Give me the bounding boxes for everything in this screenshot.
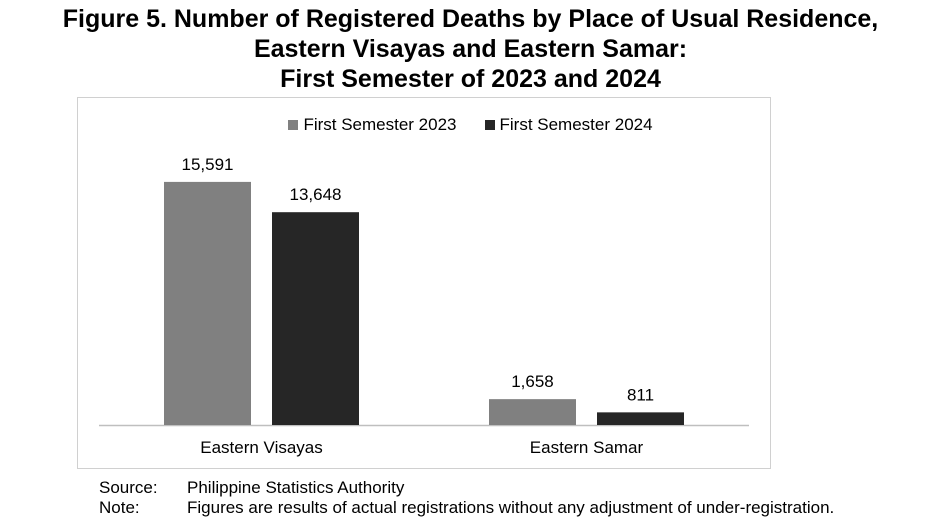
legend-label-2024: First Semester 2024	[499, 115, 653, 134]
title-line-2: Eastern Visayas and Eastern Samar:	[253, 35, 688, 63]
note-key: Note:	[99, 498, 140, 517]
legend-item-2024: First Semester 2024	[484, 115, 653, 135]
note-row: Note: Figures are results of actual regi…	[99, 498, 834, 518]
note-value: Figures are results of actual registrati…	[187, 498, 835, 517]
data-label-eastern-samar-2023: 1,658	[511, 372, 554, 391]
category-label-eastern-visayas: Eastern Visayas	[200, 438, 323, 457]
legend-label-2023: First Semester 2023	[303, 115, 457, 134]
title-line-3: First Semester of 2023 and 2024	[280, 65, 661, 93]
bar-eastern-visayas-2024	[272, 212, 359, 425]
bar-eastern-samar-2023	[489, 399, 576, 425]
data-label-eastern-visayas-2023: 15,591	[182, 155, 234, 174]
legend-swatch-2023	[288, 120, 299, 130]
category-label-eastern-samar: Eastern Samar	[530, 438, 644, 457]
bar-eastern-samar-2024	[597, 412, 684, 425]
source-key: Source:	[99, 478, 158, 497]
chart-legend: First Semester 2023 First Semester 2024	[0, 115, 941, 135]
source-row: Source: Philippine Statistics Authority	[99, 478, 834, 498]
data-label-eastern-samar-2024: 811	[627, 385, 654, 404]
bar-eastern-visayas-2023	[164, 181, 251, 425]
data-label-eastern-visayas-2024: 13,648	[290, 185, 342, 204]
legend-swatch-2024	[484, 120, 495, 130]
title-line-1: Figure 5. Number of Registered Deaths by…	[62, 5, 879, 33]
chart-footer: Source: Philippine Statistics Authority …	[99, 478, 834, 518]
source-value: Philippine Statistics Authority	[187, 478, 405, 497]
legend-item-2023: First Semester 2023	[288, 115, 457, 135]
chart-title: Figure 5. Number of Registered Deaths by…	[0, 4, 941, 94]
chart-frame	[77, 97, 771, 469]
